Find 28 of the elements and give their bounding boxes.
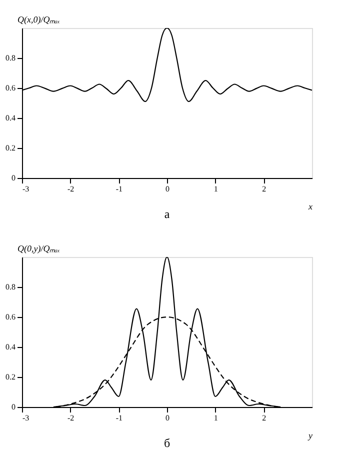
y-tick-label: 0.4 [6,342,16,352]
y-tick-label: 0.8 [6,54,16,62]
x-tick-label: -3 [22,414,30,422]
x-tick-label: -2 [67,414,74,422]
y-tick-label: 0.6 [6,84,16,92]
y-tick-label: 0.2 [6,144,16,152]
x-tick-label: 1 [214,184,218,194]
y-tick-label: 0.4 [6,114,16,122]
y-tick-label: 0.8 [6,282,16,292]
x-tick-label: -2 [67,184,74,194]
x-axis-title: x [308,202,312,212]
text: а [164,207,170,221]
text: б [164,436,170,450]
y-tick-label: 0.6 [6,312,16,322]
y-axis-title: Q(x,0)/Qₘₐₓ [18,14,60,24]
x-tick-label: -1 [116,414,123,422]
x-axis-title: y [308,430,312,440]
y-tick-label: 0.2 [6,372,16,382]
x-tick-label: 0 [166,414,170,422]
x-tick-label: 2 [262,414,266,422]
x-tick-label: 1 [214,414,218,422]
y-tick-label: 0 [12,402,16,412]
x-tick-label: -1 [116,184,123,194]
y-axis-title: Q(0,y)/Qₘₐₓ [18,244,60,254]
x-tick-label: 0 [166,184,170,194]
y-tick-label: 0 [12,174,16,182]
x-tick-label: -3 [22,184,30,194]
x-tick-label: 2 [262,184,266,194]
